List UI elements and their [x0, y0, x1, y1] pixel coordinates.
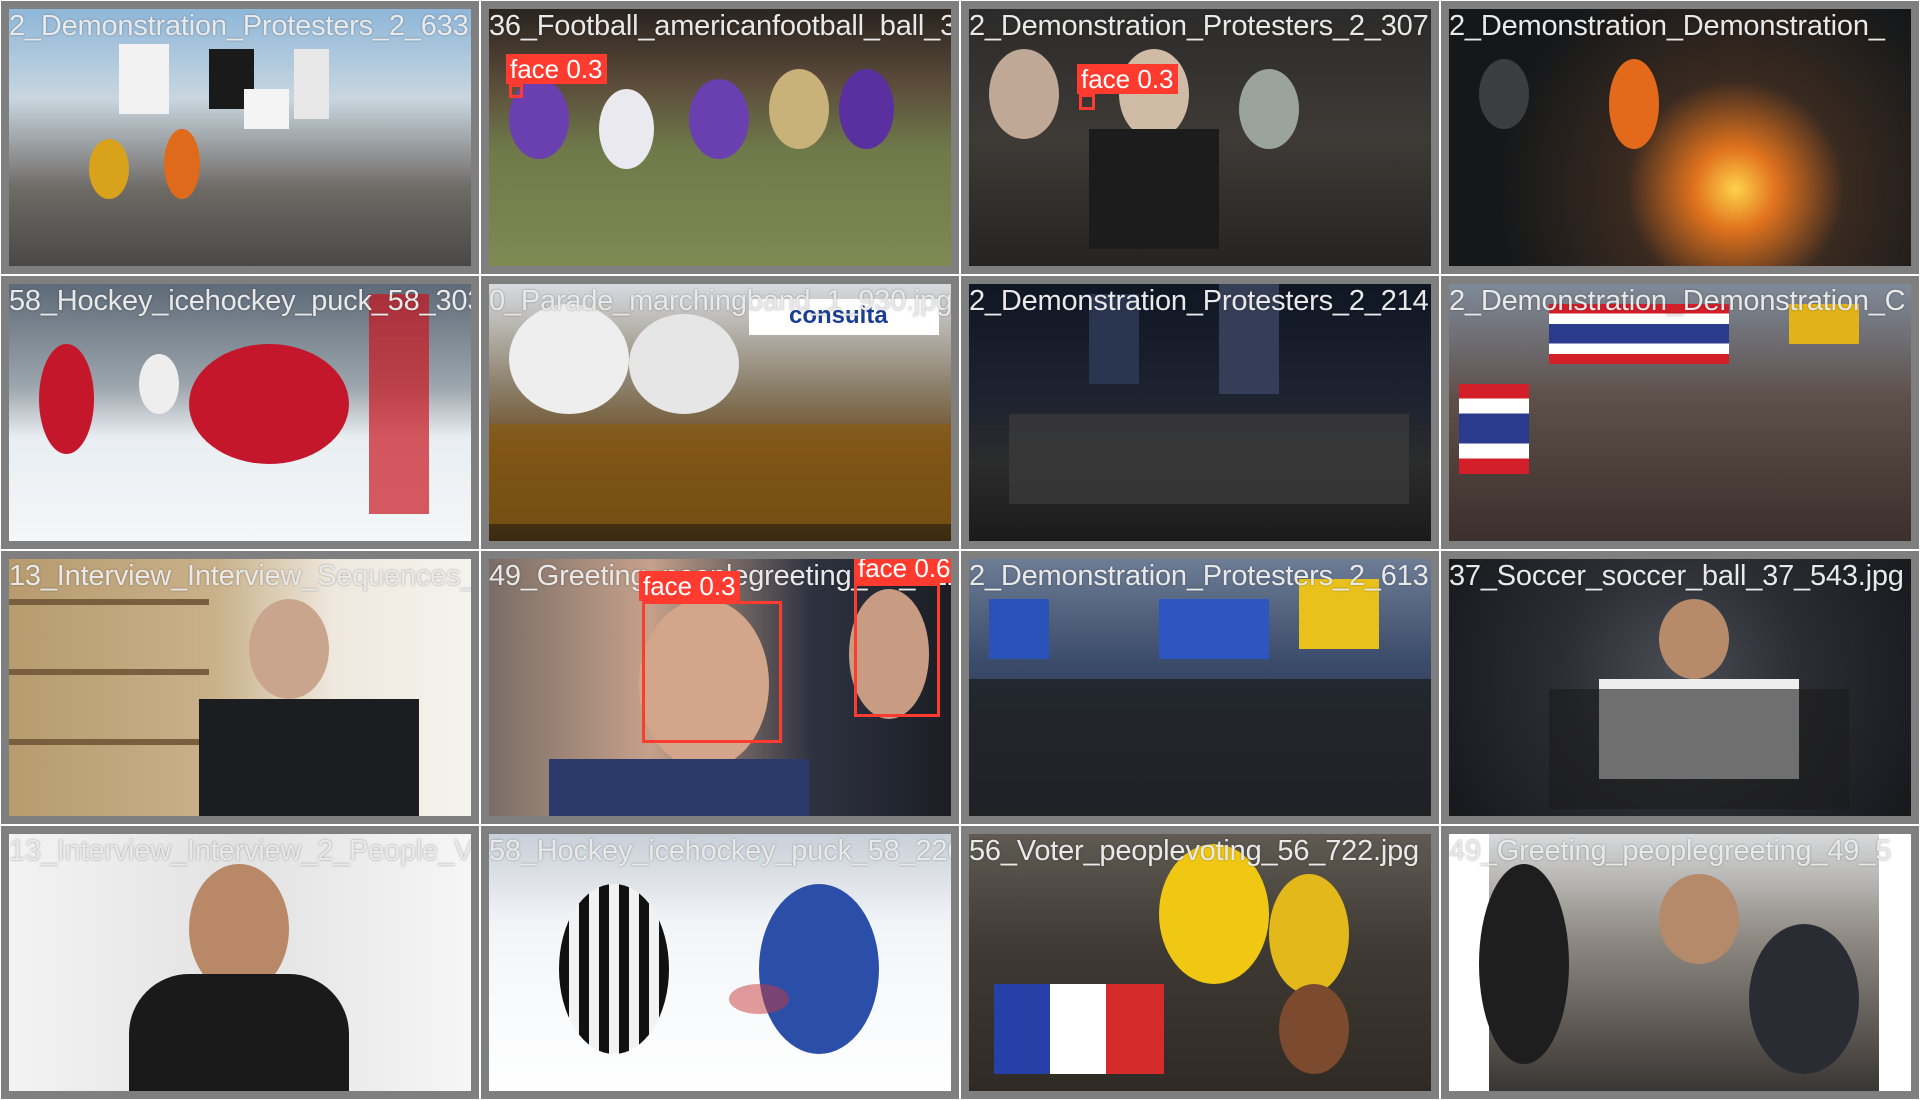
- image-tile[interactable]: 2_Demonstration_Protesters_2_613.jpg: [961, 551, 1439, 824]
- photo-smiling-man: [9, 834, 471, 1091]
- photo-voter-hands: [969, 834, 1431, 1091]
- photo-protesters-masks: [969, 9, 1431, 266]
- watermark-logo: [749, 299, 939, 335]
- image-tile[interactable]: 56_Voter_peoplevoting_56_722.jpg: [961, 826, 1439, 1099]
- image-caption: 58_Hockey_icehockey_puck_58_303.jpg: [9, 285, 479, 317]
- face-detection-box: [1079, 94, 1095, 110]
- face-detection-box: [509, 84, 523, 98]
- image-caption: 36_Football_americanfootball_ball_36_371: [489, 10, 956, 42]
- detection-label: face 0.3: [639, 571, 740, 601]
- photo-football: [489, 9, 951, 266]
- image-caption: 56_Voter_peoplevoting_56_722.jpg: [969, 835, 1419, 867]
- image-tile[interactable]: 49_Greeting_peoplegreeting_49_5: [1441, 826, 1919, 1099]
- image-tile[interactable]: 2_Demonstration_Protesters_2_633.jpg: [1, 1, 479, 274]
- image-caption: 2_Demonstration_Protesters_2_633.jpg: [9, 10, 479, 42]
- face-detection-box: [642, 601, 782, 743]
- image-caption: 37_Soccer_soccer_ball_37_543.jpg: [1449, 560, 1904, 592]
- image-tile[interactable]: 58_Hockey_icehockey_puck_58_226.jpg: [481, 826, 959, 1099]
- image-caption: 2_Demonstration_Protesters_2_613.jpg: [969, 560, 1439, 592]
- image-caption: 49_Greeting_peoplegreeting_49_5: [1449, 835, 1892, 867]
- photo-street-protest: [9, 9, 471, 266]
- photo-hockey-faceoff: [489, 834, 951, 1091]
- photo-interview-shelf: [9, 559, 471, 816]
- photo-marching-band: consulta: [489, 284, 951, 541]
- image-tile[interactable]: 2_Demonstration_Protesters_2_307.jpg fac…: [961, 1, 1439, 274]
- image-tile[interactable]: 2_Demonstration_Protesters_2_214.jpg: [961, 276, 1439, 549]
- detection-label: face 0.6: [854, 559, 951, 583]
- image-caption: 13_Interview_Interview_Sequences_493.jpg: [9, 560, 477, 592]
- image-tile[interactable]: 13_Interview_Interview_2_People_Visible: [1, 826, 479, 1099]
- watermark-text: consulta: [789, 302, 888, 329]
- face-detection-box: [854, 583, 940, 717]
- image-caption: 0_Parade_marchingband_1_930.jpg: [489, 285, 953, 317]
- image-caption: 2_Demonstration_Protesters_2_214.jpg: [969, 285, 1439, 317]
- image-tile[interactable]: 2_Demonstration_Demonstration_C: [1441, 276, 1919, 549]
- image-caption: 2_Demonstration_Demonstration_: [1449, 10, 1885, 42]
- image-caption: 58_Hockey_icehockey_puck_58_226.jpg: [489, 835, 959, 867]
- photo-greeting-crowd: [1449, 834, 1911, 1091]
- image-caption: 2_Demonstration_Demonstration_C: [1449, 285, 1906, 317]
- photo-thai-flags-crowd: [1449, 284, 1911, 541]
- image-tile[interactable]: 49_Greeting_peoplegreeting_49_912.jpg fa…: [481, 551, 959, 824]
- image-tile[interactable]: 37_Soccer_soccer_ball_37_543.jpg: [1441, 551, 1919, 824]
- photo-eu-flags-crowd: [969, 559, 1431, 816]
- image-tile[interactable]: consulta 0_Parade_marchingband_1_930.jpg: [481, 276, 959, 549]
- detection-label: face 0.3: [1077, 64, 1178, 94]
- image-caption: 2_Demonstration_Protesters_2_307.jpg: [969, 10, 1439, 42]
- photo-hockey-goalie: [9, 284, 471, 541]
- image-tile[interactable]: 36_Football_americanfootball_ball_36_371…: [481, 1, 959, 274]
- image-tile[interactable]: 13_Interview_Interview_Sequences_493.jpg: [1, 551, 479, 824]
- photo-greeting-faces: [489, 559, 951, 816]
- photo-night-sit-in: [969, 284, 1431, 541]
- photo-street-fire: [1449, 9, 1911, 266]
- photo-soccer-player-armchair: [1449, 559, 1911, 816]
- detection-label: face 0.3: [506, 54, 607, 84]
- image-tile[interactable]: 2_Demonstration_Demonstration_: [1441, 1, 1919, 274]
- image-caption: 13_Interview_Interview_2_People_Visible: [9, 835, 479, 867]
- image-tile[interactable]: 58_Hockey_icehockey_puck_58_303.jpg: [1, 276, 479, 549]
